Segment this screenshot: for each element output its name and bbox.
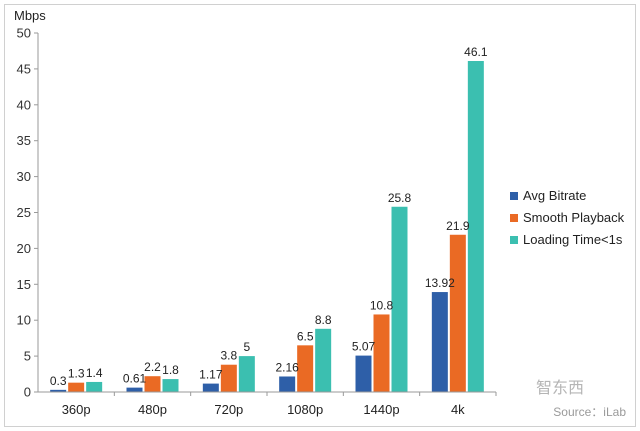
bar-loading-time-1s-720p	[238, 356, 255, 392]
legend-label: Loading Time<1s	[523, 232, 623, 247]
data-label: 10.8	[370, 298, 394, 312]
data-label: 1.3	[68, 367, 85, 381]
data-label: 3.8	[220, 349, 237, 363]
bar-smooth-playback-360p	[68, 382, 85, 392]
bar-smooth-playback-1440p	[373, 314, 390, 392]
data-label: 0.3	[50, 374, 67, 388]
legend-label: Avg Bitrate	[523, 188, 586, 203]
x-tick-label-1440p: 1440p	[363, 402, 399, 417]
y-tick-label: 25	[17, 205, 31, 220]
bar-smooth-playback-720p	[220, 364, 237, 392]
bar-loading-time-1s-1080p	[315, 328, 332, 392]
data-label: 0.61	[123, 372, 147, 386]
data-label: 1.8	[162, 363, 179, 377]
data-label: 2.2	[144, 360, 161, 374]
bars	[50, 61, 484, 392]
bar-avg-bitrate-720p	[202, 383, 219, 392]
bar-loading-time-1s-480p	[162, 379, 179, 392]
data-label: 6.5	[297, 329, 314, 343]
bar-avg-bitrate-4k	[431, 292, 448, 392]
y-axis-unit-label: Mbps	[14, 8, 46, 23]
data-label: 8.8	[315, 313, 332, 327]
data-labels: 0.31.3 1.4 0.612.2 1.8 1.17 3.8 5 2.16 6.58.8 5.0…	[50, 45, 488, 388]
y-tick-label: 10	[17, 313, 31, 328]
bar-avg-bitrate-1440p	[355, 355, 372, 392]
x-tick-label-720p: 720p	[214, 402, 243, 417]
legend-swatch	[510, 214, 518, 222]
y-tick-label: 30	[17, 169, 31, 184]
x-tick-label-1080p: 1080p	[287, 402, 323, 417]
data-label: 1.4	[86, 366, 103, 380]
watermark: 智东西 Source：iLab	[536, 378, 626, 419]
x-axis: 360p 480p 720p 1080p 1440p 4k	[38, 391, 497, 417]
data-label: 5.07	[352, 340, 376, 354]
y-tick-label: 20	[17, 241, 31, 256]
bar-smooth-playback-480p	[144, 376, 161, 392]
y-tick-label: 15	[17, 277, 31, 292]
data-label: 46.1	[464, 45, 488, 59]
x-tick-label-360p: 360p	[62, 402, 91, 417]
data-label: 5	[243, 340, 250, 354]
bar-avg-bitrate-480p	[126, 387, 143, 392]
x-tick-label-4k: 4k	[451, 402, 465, 417]
bar-avg-bitrate-1080p	[279, 376, 296, 392]
legend: Avg Bitrate Smooth Playback Loading Time<1…	[510, 188, 625, 247]
data-label: 25.8	[388, 191, 412, 205]
watermark-source: Source：iLab	[553, 405, 626, 419]
bar-loading-time-1s-1440p	[391, 206, 408, 392]
watermark-logo: 智东西	[536, 378, 584, 397]
data-label: 2.16	[275, 360, 299, 374]
bar-loading-time-1s-360p	[86, 381, 103, 392]
data-label: 21.9	[446, 219, 470, 233]
data-label: 1.17	[199, 368, 223, 382]
y-tick-label: 45	[17, 61, 31, 76]
bar-avg-bitrate-360p	[50, 389, 67, 392]
bar-smooth-playback-1080p	[297, 345, 314, 392]
y-tick-label: 5	[24, 349, 31, 364]
x-tick-label-480p: 480p	[138, 402, 167, 417]
legend-swatch	[510, 236, 518, 244]
y-tick-label: 40	[17, 97, 31, 112]
bar-loading-time-1s-4k	[467, 61, 484, 392]
y-axis: 0 5 10 15 20 25 30 35 40 45 50	[17, 26, 39, 400]
y-tick-label: 0	[24, 385, 31, 400]
data-label: 13.92	[425, 276, 455, 290]
legend-swatch	[510, 192, 518, 200]
y-tick-label: 50	[17, 26, 31, 41]
y-tick-label: 35	[17, 133, 31, 148]
bar-smooth-playback-4k	[449, 234, 466, 392]
legend-label: Smooth Playback	[523, 210, 625, 225]
